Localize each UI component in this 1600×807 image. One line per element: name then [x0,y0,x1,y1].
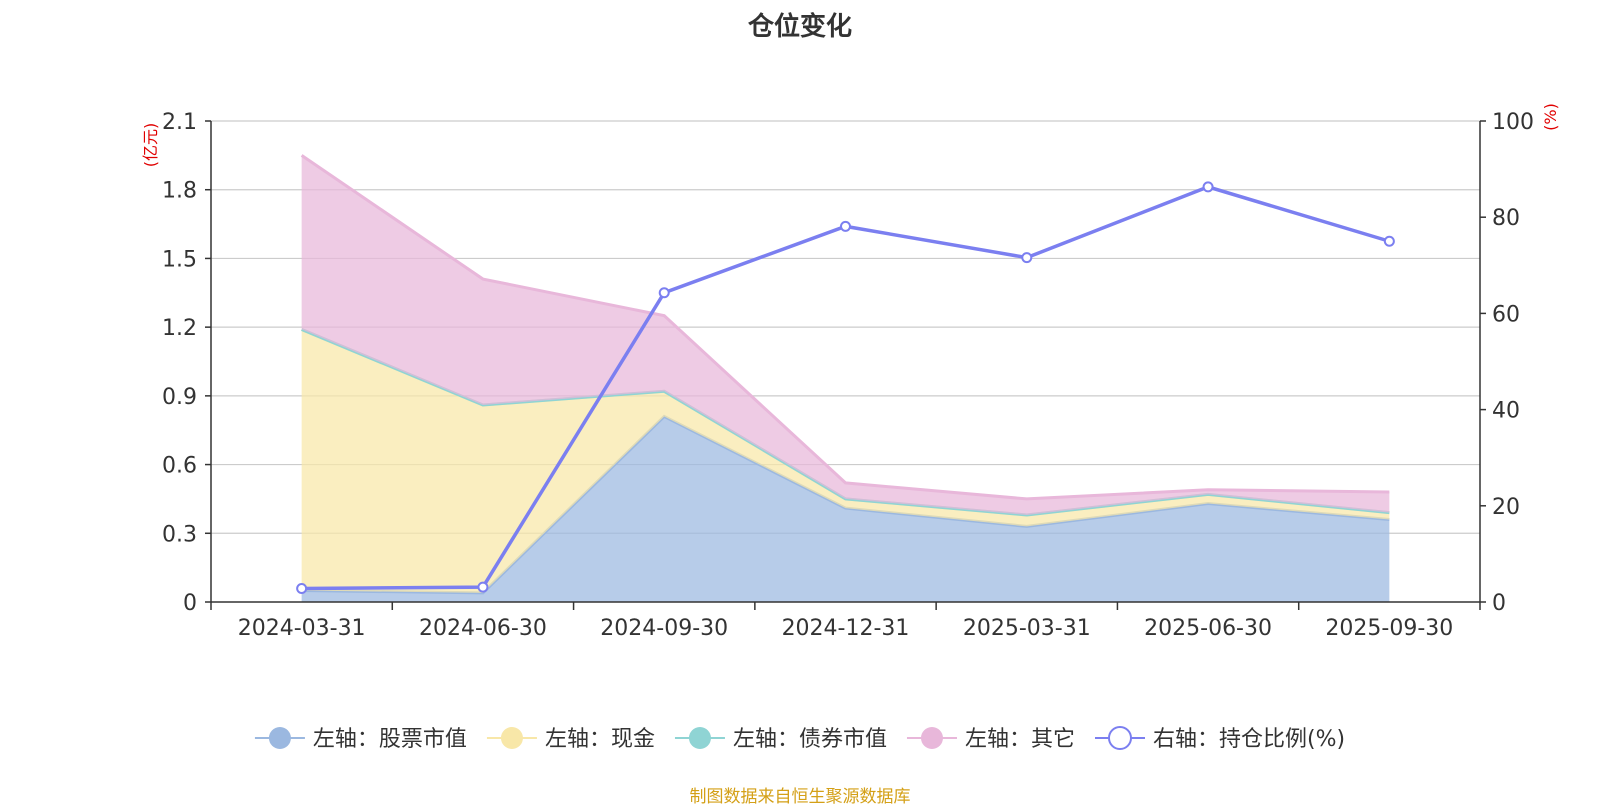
x-axis-tick-label: 2025-03-31 [963,616,1091,641]
legend-swatch-marker [268,727,291,749]
area-edge-3 [300,154,1390,501]
legend-swatch-marker [688,727,711,749]
line-point [477,581,489,593]
right-axis-tick-label: 40 [1492,399,1520,424]
right-axis-tick-label: 100 [1492,110,1534,135]
legend-label: 左轴：股票市值 [313,727,467,752]
legend-label: 右轴：持仓比例(%) [1153,727,1345,752]
right-axis-tick-label: 80 [1492,206,1520,231]
area-series-3 [301,155,1390,515]
x-axis-tick-label: 2025-06-30 [1144,616,1272,641]
legend-item[interactable]: 右轴：持仓比例(%) [1094,726,1345,752]
legend: 左轴：股票市值 左轴：现金 左轴：债券市值 左轴：其它 右轴：持仓比例(%) [254,726,1345,752]
x-axis-tick-label: 2024-09-30 [600,616,728,641]
legend-item[interactable]: 左轴：债券市值 [674,727,887,752]
left-axis-tick-label: 0.9 [162,385,197,410]
line-point [840,220,851,232]
left-axis-tick-label: 1.2 [162,316,197,341]
legend-item[interactable]: 左轴：其它 [906,727,1075,752]
legend-label: 左轴：债券市值 [733,727,887,752]
line-point [1383,235,1395,247]
right-axis-tick-label: 20 [1492,495,1520,520]
left-axis-tick-label: 1.5 [162,247,197,272]
legend-item[interactable]: 左轴：现金 [486,727,655,752]
x-axis-tick-label: 2024-06-30 [419,616,547,641]
area-series-1 [301,329,1390,593]
legend-item[interactable]: 左轴：股票市值 [254,727,467,752]
left-axis-tick-label: 0.3 [162,522,197,547]
line-point [658,287,670,299]
left-axis-tick-label: 0 [183,591,197,616]
chart-title: 仓位变化 [747,12,852,42]
area-edge-2 [301,328,1390,517]
legend-label: 左轴：现金 [545,727,655,752]
legend-swatch-marker [500,727,523,749]
left-axis-tick-label: 1.8 [162,179,197,204]
left-axis-tick-label: 2.1 [162,110,197,135]
x-axis-tick-label: 2025-09-30 [1325,616,1453,641]
x-axis-tick-label: 2024-12-31 [782,616,910,641]
left-axis-unit: (亿元) [141,123,160,168]
legend-swatch-marker [920,727,943,749]
x-axis-tick-label: 2024-03-31 [238,616,366,641]
right-axis-unit: (%) [1541,103,1560,131]
left-axis-tick-label: 0.6 [162,454,197,479]
line-point [1202,181,1214,193]
line-point [1021,252,1033,264]
data-source-note: 制图数据来自恒生聚源数据库 [689,787,911,807]
line-point [296,583,308,595]
right-axis-tick-label: 0 [1492,591,1506,616]
legend-swatch-marker [1107,726,1132,750]
legend-label: 左轴：其它 [965,727,1075,752]
right-axis-tick-label: 60 [1492,302,1520,327]
